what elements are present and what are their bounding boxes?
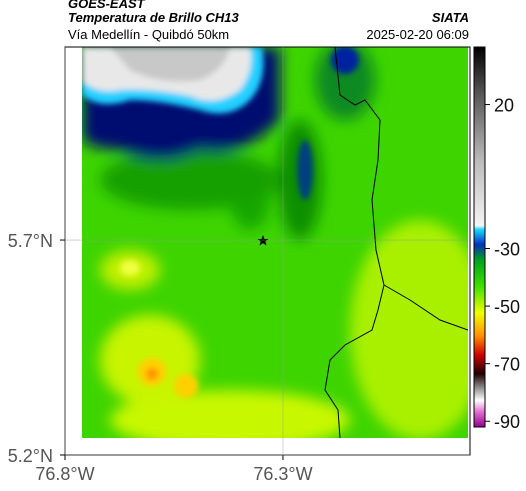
- coastline: [324, 47, 385, 438]
- x-tick-label: 76.3°W: [253, 464, 312, 484]
- y-tick-label: 5.7°N: [8, 231, 53, 251]
- datetime: 2025-02-20 06:09: [366, 27, 469, 42]
- colorbar-tick-label: 20: [494, 96, 514, 116]
- border: [383, 284, 468, 331]
- colorbar-tick-label: -30: [494, 240, 520, 260]
- subtitle: Temperatura de Brillo CH13: [68, 10, 240, 25]
- title: GOES-EAST: [68, 0, 146, 11]
- location: Vía Medellín - Quibdó 50km: [68, 27, 229, 42]
- temperature-field: [82, 47, 468, 438]
- x-tick-label: 76.8°W: [35, 464, 94, 484]
- colorbar-tick-label: -50: [494, 297, 520, 317]
- colorbar-tick-label: -90: [494, 412, 520, 432]
- colorbar: [473, 46, 486, 428]
- source: SIATA: [432, 10, 469, 25]
- colorbar-tick-label: -70: [494, 355, 520, 375]
- y-tick-label: 5.2°N: [8, 446, 53, 466]
